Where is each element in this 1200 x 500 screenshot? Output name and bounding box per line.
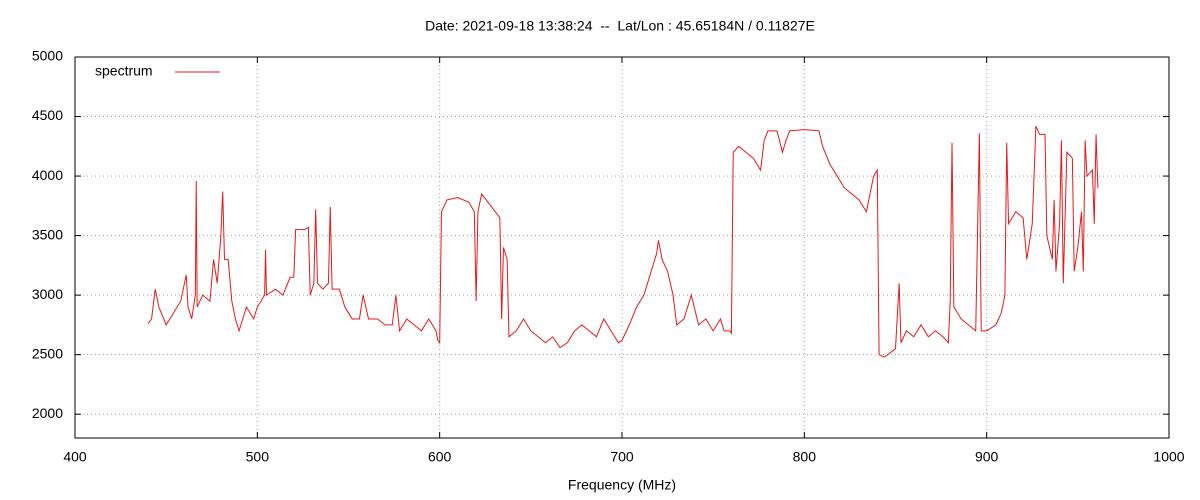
y-tick-label: 4000 [32, 167, 63, 183]
x-tick-label: 600 [428, 449, 452, 465]
y-tick-label: 3000 [32, 286, 63, 302]
y-tick-label: 4500 [32, 107, 63, 123]
y-tick-label: 5000 [32, 48, 63, 64]
y-tick-label: 3500 [32, 226, 63, 242]
x-tick-label: 400 [63, 449, 87, 465]
chart-title: Date: 2021-09-18 13:38:24 -- Lat/Lon : 4… [425, 18, 815, 34]
x-tick-label: 900 [975, 449, 999, 465]
y-tick-label: 2500 [32, 345, 63, 361]
x-tick-label: 1000 [1153, 449, 1184, 465]
x-tick-label: 800 [793, 449, 817, 465]
series-line [147, 125, 1099, 358]
legend-label: spectrum [95, 63, 153, 79]
x-tick-label: 700 [610, 449, 634, 465]
plot-frame [74, 56, 1170, 439]
y-tick-label: 2000 [32, 405, 63, 421]
x-axis-label: Frequency (MHz) [568, 477, 676, 493]
x-tick-label: 500 [246, 449, 270, 465]
